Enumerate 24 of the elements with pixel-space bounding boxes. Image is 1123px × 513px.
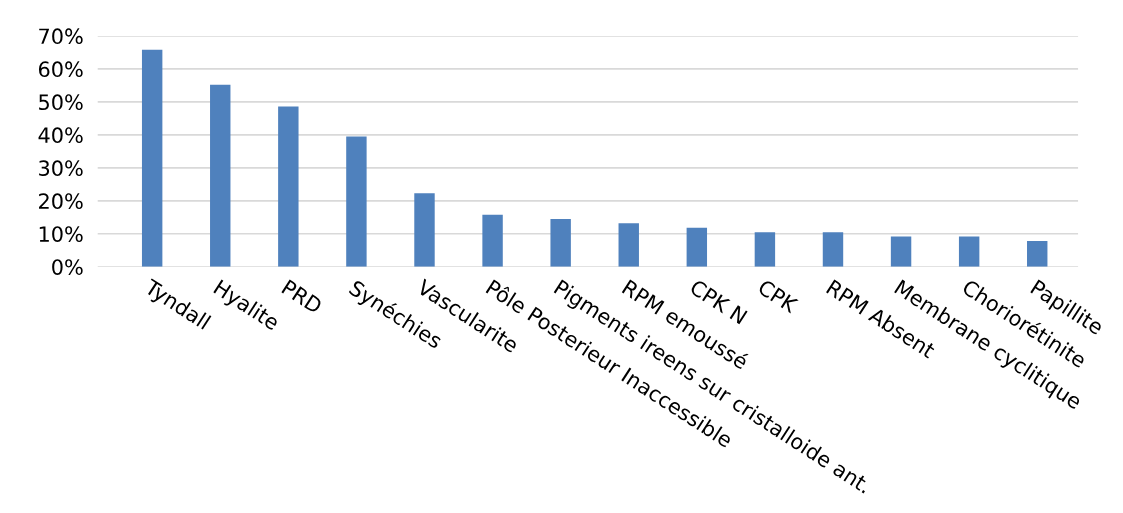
y-tick-label: 20% bbox=[39, 193, 83, 210]
y-tick-label: 10% bbox=[39, 226, 83, 242]
y-tick-label: 50% bbox=[39, 94, 83, 111]
bar bbox=[482, 214, 503, 267]
bar bbox=[822, 232, 844, 267]
bar bbox=[141, 49, 163, 267]
y-tick-label: 40% bbox=[38, 127, 83, 144]
bar bbox=[958, 236, 980, 267]
bar bbox=[686, 227, 708, 267]
y-tick-label: 0% bbox=[52, 259, 83, 275]
bar bbox=[550, 218, 571, 267]
y-tick-label: 70% bbox=[39, 28, 83, 45]
x-tick-label: CPK bbox=[757, 278, 800, 314]
y-tick-label: 60% bbox=[38, 61, 83, 78]
x-tick-label: PRD bbox=[281, 279, 324, 314]
bar bbox=[414, 193, 435, 267]
bar bbox=[1027, 241, 1048, 267]
bar bbox=[618, 223, 639, 267]
bar bbox=[890, 236, 912, 267]
bar bbox=[210, 84, 231, 267]
bar bbox=[754, 232, 776, 267]
bar bbox=[346, 136, 367, 267]
y-tick-label: 30% bbox=[39, 160, 83, 177]
bar bbox=[278, 106, 299, 267]
